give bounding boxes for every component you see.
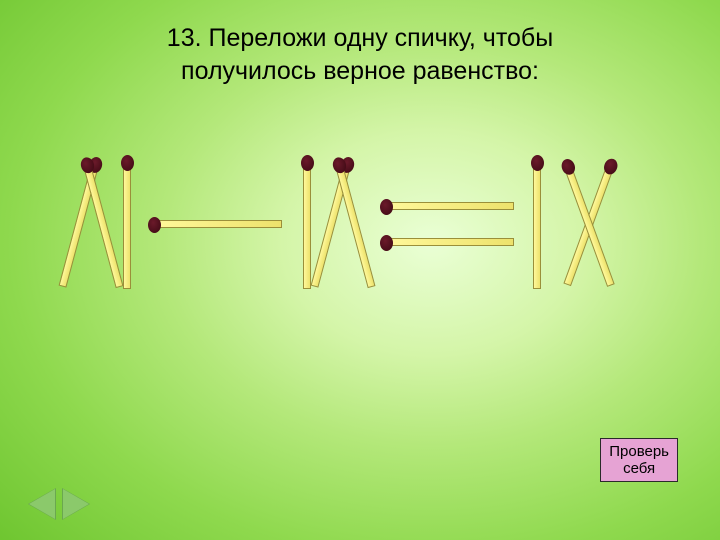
title-line-1: 13. Переложи одну спичку, чтобы	[167, 24, 553, 52]
matchstick-puzzle	[60, 155, 660, 325]
next-slide-button[interactable]	[62, 488, 90, 520]
check-yourself-button[interactable]: Проверь себя	[600, 438, 678, 483]
prev-slide-button[interactable]	[28, 488, 56, 520]
puzzle-title: 13. Переложи одну спичку, чтобы получило…	[0, 22, 720, 87]
check-button-line-2: себя	[623, 460, 655, 477]
title-line-2: получилось верное равенство:	[181, 57, 539, 85]
check-button-line-1: Проверь	[609, 443, 669, 460]
